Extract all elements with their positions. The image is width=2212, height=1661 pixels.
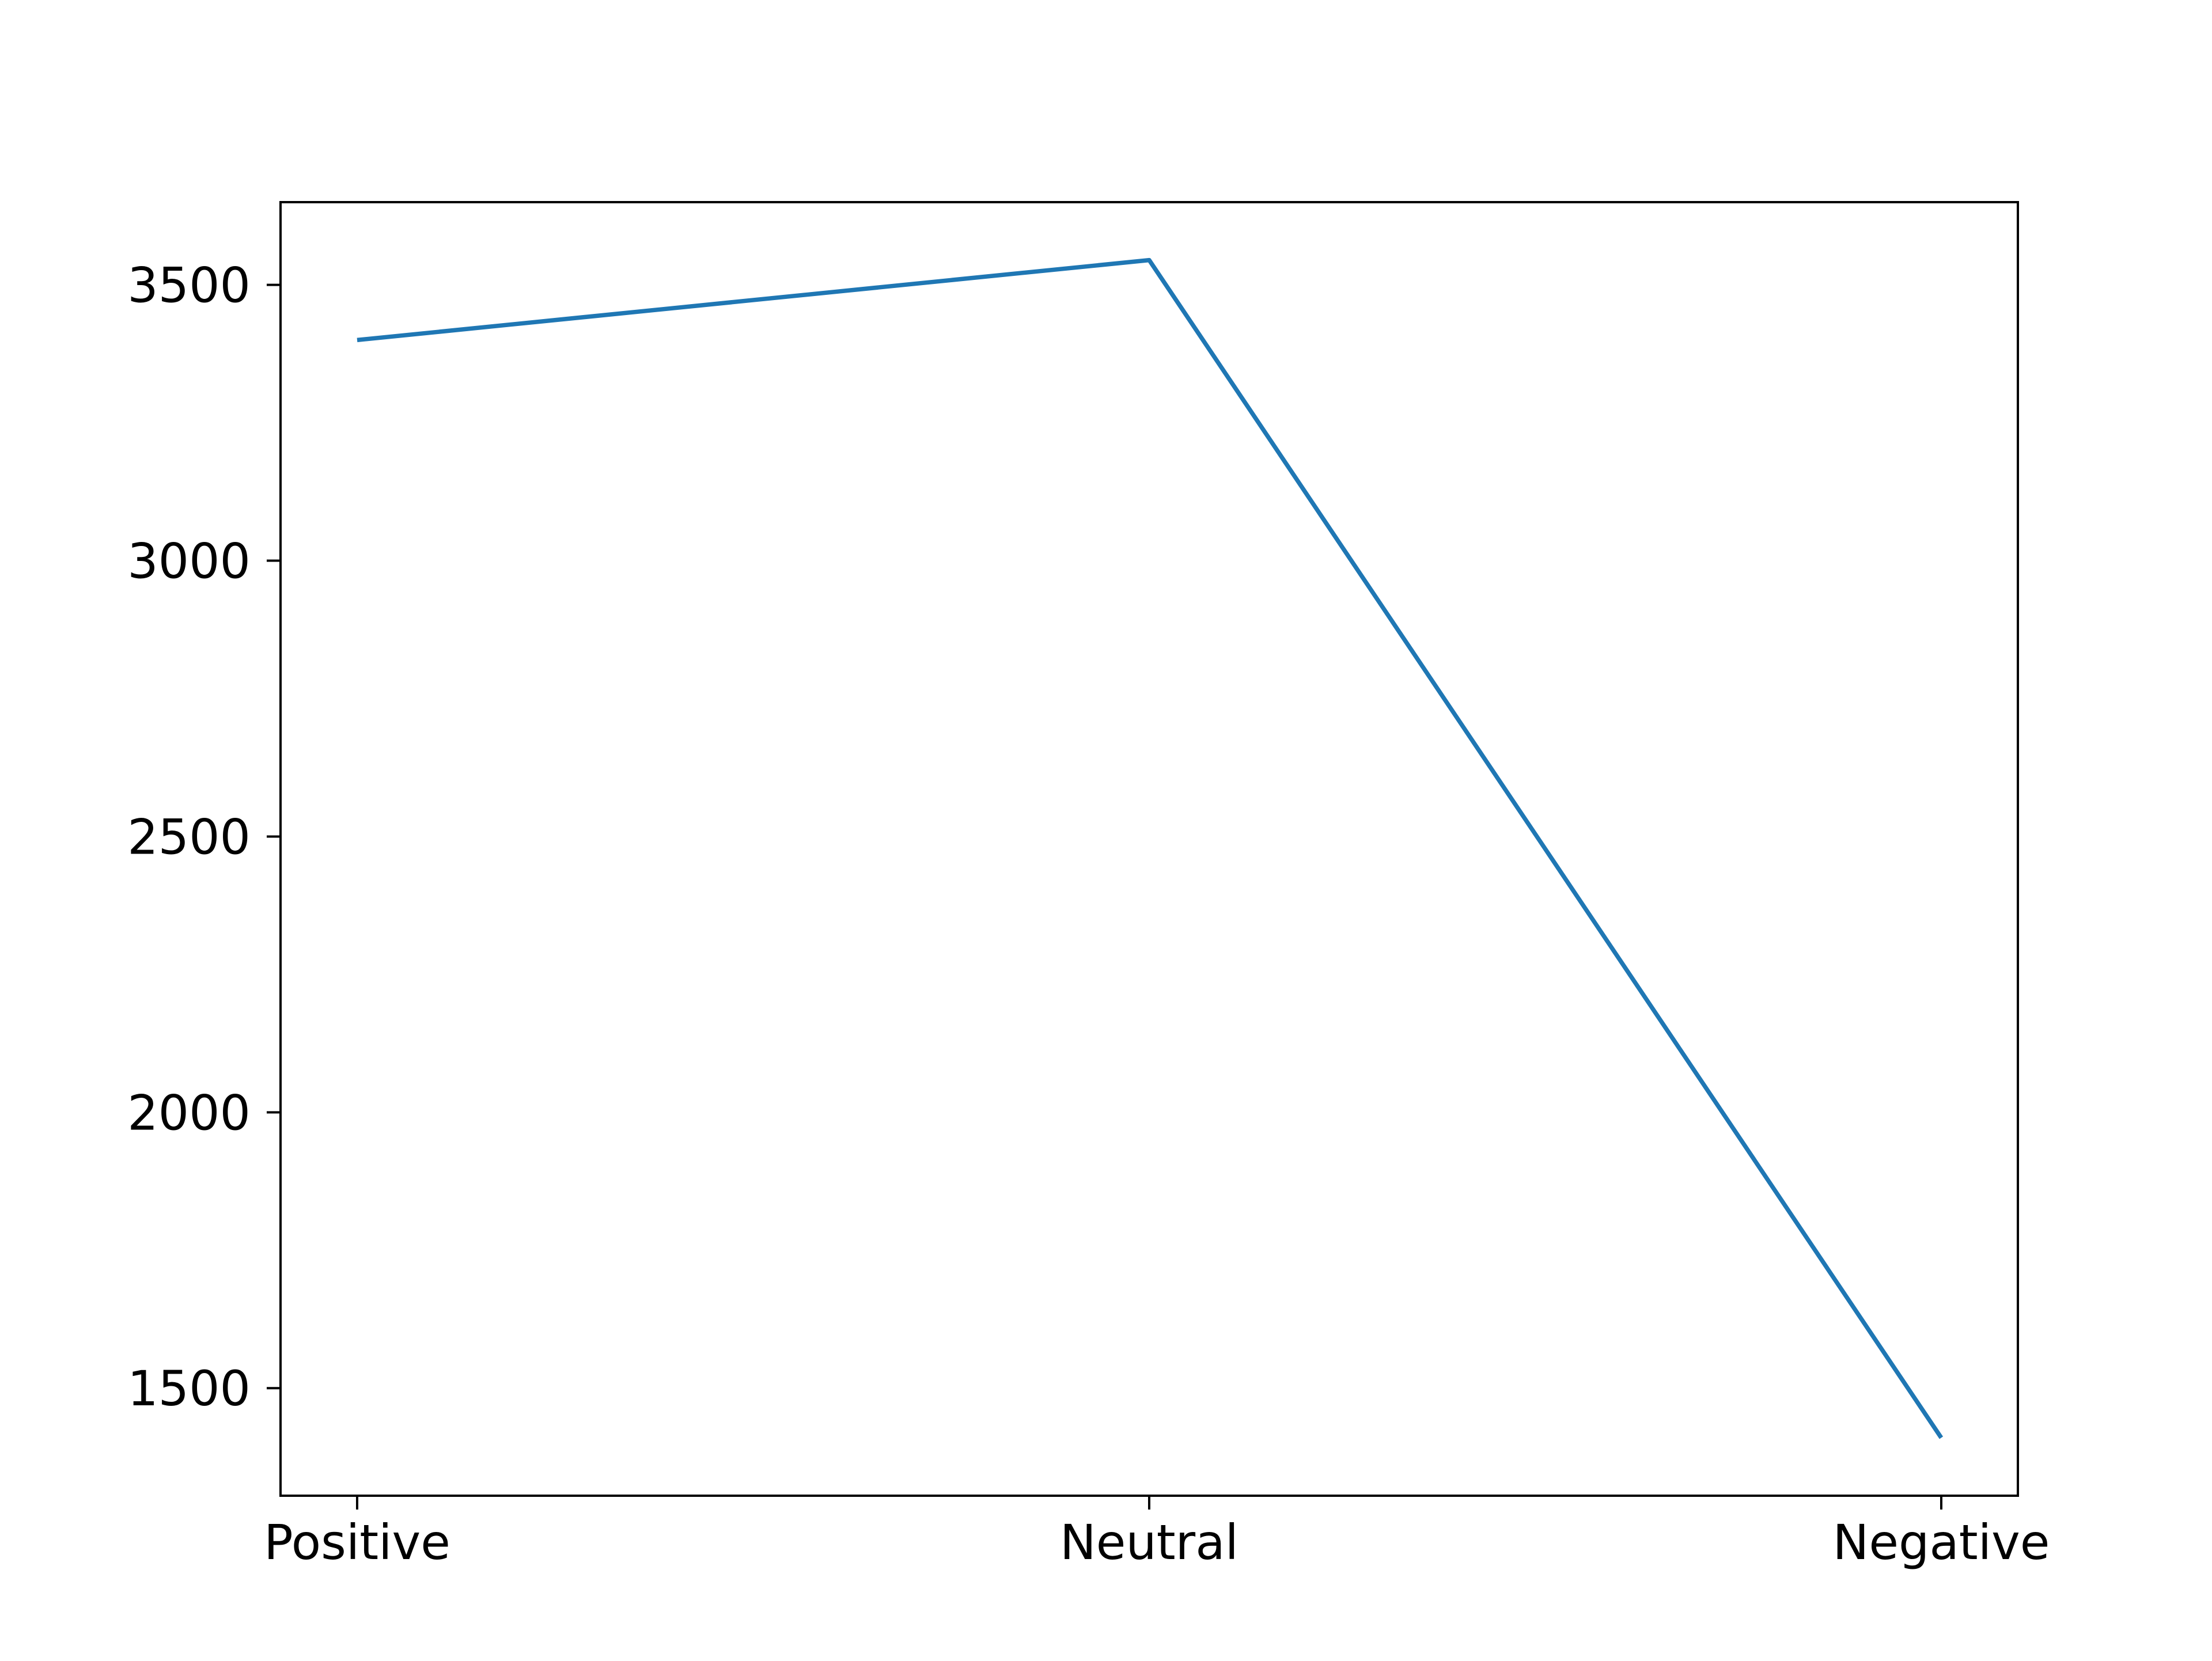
series-layer <box>357 260 1941 1438</box>
x-axis: Positive Neutral Negative <box>264 1496 2050 1571</box>
x-tick-label: Positive <box>264 1514 450 1571</box>
y-axis: 1500 2000 2500 3000 3500 <box>127 257 281 1417</box>
x-tick-label: Negative <box>1833 1514 2050 1571</box>
x-tick-label: Neutral <box>1060 1514 1238 1571</box>
y-tick-label: 2000 <box>127 1084 251 1141</box>
y-tick-label: 3500 <box>127 257 251 314</box>
plot-frame <box>281 202 2018 1496</box>
y-tick-label: 1500 <box>127 1360 251 1417</box>
y-tick-label: 3000 <box>127 533 251 590</box>
series-line-0 <box>357 260 1941 1438</box>
y-tick-label: 2500 <box>127 809 251 865</box>
